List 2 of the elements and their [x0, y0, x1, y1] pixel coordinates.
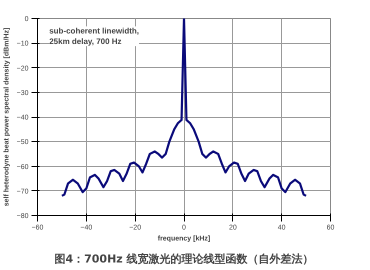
caption: 图4：700Hz 线宽激光的理论线型函数（自外差法） — [54, 252, 314, 266]
annotation: sub-coherent linewidth, 25km delay, 700 Hz — [49, 26, 139, 46]
